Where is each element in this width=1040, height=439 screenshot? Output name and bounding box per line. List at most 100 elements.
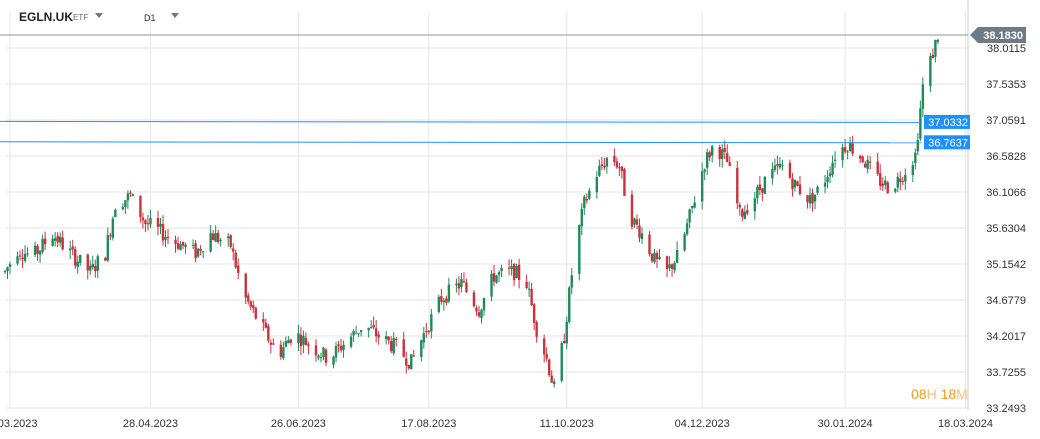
candle-body: [914, 152, 917, 163]
candle-body: [723, 147, 726, 152]
candle-body: [462, 281, 466, 283]
candle-body: [568, 287, 571, 323]
candle-body: [808, 194, 812, 204]
candle-body: [166, 236, 170, 238]
timeframe-dropdown-icon[interactable]: [171, 13, 179, 18]
level-tag: [924, 135, 970, 150]
candle-body: [455, 283, 458, 286]
timeframe-selector[interactable]: D1: [144, 13, 156, 23]
candle-body: [640, 233, 644, 240]
x-tick-label: 26.06.2023: [271, 418, 326, 430]
candle-body: [683, 234, 686, 251]
candle-body: [776, 163, 779, 166]
candle-body: [816, 186, 819, 193]
candle-body: [440, 296, 443, 302]
candle-body: [705, 152, 709, 168]
y-tick-label: 35.6304: [986, 223, 1026, 235]
candle-body: [359, 330, 363, 333]
candle-body: [936, 39, 940, 42]
candle-body: [600, 164, 604, 166]
candle-body: [131, 194, 135, 196]
candle-body: [420, 340, 423, 357]
candle-body: [876, 161, 879, 174]
candle-body: [848, 142, 852, 152]
candle-body: [916, 140, 920, 152]
candle-body: [753, 198, 757, 212]
candle-body: [550, 375, 553, 383]
candle-body: [861, 156, 864, 163]
candle-body: [492, 273, 496, 282]
symbol-dropdown-icon[interactable]: [95, 13, 103, 18]
candle-body: [553, 381, 556, 385]
candle-body: [219, 239, 222, 241]
symbol-name[interactable]: EGLN.UK: [19, 10, 73, 24]
candle-body: [482, 298, 486, 311]
candle-body: [144, 220, 147, 225]
candle-body: [402, 339, 405, 357]
candle-body: [545, 354, 548, 359]
candle-body: [931, 54, 935, 59]
candle-body: [846, 151, 849, 153]
candle-body: [583, 196, 586, 209]
y-tick-label: 33.7255: [986, 367, 1026, 379]
candle-body: [33, 245, 37, 255]
candle-body: [121, 206, 125, 210]
candle-body: [139, 195, 142, 218]
candle-body: [58, 236, 62, 243]
candle-body: [904, 174, 907, 182]
candle-body: [232, 248, 235, 252]
candle-body: [412, 355, 415, 357]
candle-body: [879, 173, 882, 186]
candle-body: [76, 261, 79, 267]
y-tick-label: 36.5828: [986, 151, 1026, 163]
candle-body: [868, 161, 872, 163]
candle-body: [61, 237, 64, 250]
time-axis[interactable]: 03.03.2023 28.04.2023 26.06.2023 17.08.2023…: [0, 418, 993, 430]
candle-body: [788, 162, 792, 178]
level-label: 37.0332: [928, 117, 968, 129]
candle-body: [675, 250, 679, 263]
candle-body: [237, 265, 240, 273]
candle-body: [254, 307, 257, 319]
candle-body: [377, 334, 380, 338]
candle-body: [490, 273, 493, 297]
candle-body: [495, 275, 498, 283]
candle-body: [16, 256, 19, 264]
candle-body: [615, 161, 619, 168]
candle-body: [598, 165, 601, 176]
candle-body: [472, 292, 476, 307]
candle-body: [79, 254, 82, 263]
candle-body: [507, 267, 511, 269]
price-axis[interactable]: 38.0115 37.5353 37.0591 36.5828 36.1066 35.63…: [986, 43, 1026, 415]
candle-body: [826, 177, 829, 183]
candle-body: [763, 176, 767, 194]
candle-body: [6, 267, 9, 272]
candle-body: [282, 347, 285, 359]
level-line: [0, 120, 923, 123]
candle-body: [367, 327, 370, 331]
candle-body: [741, 209, 744, 217]
candle-body: [159, 223, 162, 227]
candle-body: [517, 264, 521, 281]
candle-body: [422, 333, 426, 343]
candle-body: [297, 333, 300, 344]
candle-body: [43, 238, 47, 245]
candle-body: [670, 264, 674, 269]
candle-body: [633, 218, 636, 225]
candle-body: [299, 334, 303, 347]
candle-body: [69, 248, 72, 251]
candle-body: [226, 236, 230, 239]
candle-body: [156, 217, 160, 227]
horizontal-levels[interactable]: 38.1830 37.0332 36.7637: [0, 27, 1026, 150]
current-price-tag: [970, 27, 1026, 44]
candle-body: [181, 241, 185, 246]
candle-body: [778, 163, 782, 168]
candle-body: [174, 239, 177, 244]
candle-body: [806, 195, 809, 203]
y-tick-label: 38.0115: [987, 43, 1026, 55]
candle-body: [758, 184, 762, 190]
candle-body: [129, 192, 132, 194]
candle-body: [89, 265, 92, 271]
y-tick-label: 36.1066: [986, 187, 1026, 199]
